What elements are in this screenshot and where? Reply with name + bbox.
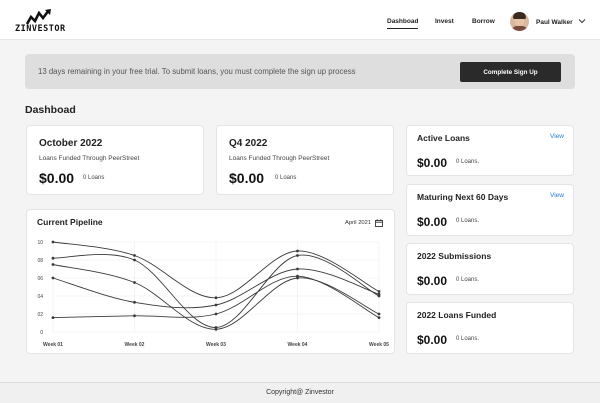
pipeline-line-chart: 0 02 04 06 08 10 Week 01 Week 02 Week 03 Week 04 W… bbox=[37, 240, 389, 348]
summary-card-q4: Q4 2022 Loans Funded Through PeerStreet … bbox=[216, 125, 394, 195]
data-point bbox=[296, 254, 299, 257]
pipeline-card: Current Pipeline April 2021 0 02 04 06 08 10 W… bbox=[26, 209, 395, 354]
trial-message: 13 days remaining in your free trial. To… bbox=[38, 67, 356, 76]
data-point bbox=[377, 312, 381, 316]
user-name[interactable]: Paul Walker bbox=[536, 19, 573, 26]
side-card-loan-count: 0 Loans. bbox=[456, 218, 480, 224]
data-point bbox=[51, 276, 55, 280]
card-loan-count: 0 Loans bbox=[83, 175, 105, 181]
y-tick-label: 02 bbox=[37, 312, 43, 318]
y-tick-label: 04 bbox=[37, 294, 43, 300]
y-tick-label: 06 bbox=[37, 276, 43, 282]
side-card-title: 2022 Loans Funded bbox=[417, 310, 497, 320]
side-card-title: Maturing Next 60 Days bbox=[417, 192, 509, 202]
footer: Copyright@ Zinvestor bbox=[0, 382, 600, 403]
data-point bbox=[214, 303, 218, 307]
side-card-loans-funded: 2022 Loans Funded $0.00 0 Loans. bbox=[406, 302, 574, 354]
x-tick-label: Week 01 bbox=[43, 342, 63, 348]
side-card-maturing: Maturing Next 60 Days View $0.00 0 Loans… bbox=[406, 184, 574, 236]
side-card-loan-count: 0 Loans. bbox=[456, 336, 480, 342]
side-card-active-loans: Active Loans View $0.00 0 Loans. bbox=[406, 125, 574, 176]
data-point bbox=[133, 254, 136, 257]
data-point bbox=[214, 296, 218, 300]
card-subtitle: Loans Funded Through PeerStreet bbox=[39, 155, 140, 162]
side-card-loan-count: 0 Loans. bbox=[456, 159, 480, 165]
x-tick-label: Week 03 bbox=[206, 342, 226, 348]
card-loan-count: 0 Loans bbox=[275, 175, 297, 181]
view-active-loans-link[interactable]: View bbox=[550, 133, 564, 140]
summary-card-october: October 2022 Loans Funded Through PeerSt… bbox=[26, 125, 204, 195]
data-point bbox=[214, 312, 218, 316]
data-point bbox=[51, 240, 55, 244]
side-card-amount: $0.00 bbox=[417, 333, 448, 347]
data-point bbox=[133, 281, 136, 284]
complete-sign-up-button[interactable]: Complete Sign Up bbox=[460, 62, 561, 82]
side-card-title: 2022 Submissions bbox=[417, 251, 492, 261]
side-card-title: Active Loans bbox=[417, 133, 470, 143]
view-maturing-link[interactable]: View bbox=[550, 192, 564, 199]
data-point bbox=[377, 316, 381, 319]
x-tick-label: Week 05 bbox=[369, 342, 389, 348]
card-amount: $0.00 bbox=[39, 170, 75, 186]
pipeline-date-picker[interactable]: April 2021 bbox=[345, 220, 372, 226]
data-point bbox=[296, 249, 299, 253]
side-card-submissions: 2022 Submissions $0.00 0 Loans. bbox=[406, 243, 574, 295]
card-title: October 2022 bbox=[39, 138, 103, 149]
data-point bbox=[296, 274, 299, 278]
logo-text: ZINVESTOR bbox=[15, 24, 66, 34]
nav-dashboard[interactable]: Dashboad bbox=[387, 18, 419, 29]
card-title: Q4 2022 bbox=[229, 138, 268, 149]
copyright-text: Copyright@ Zinvestor bbox=[266, 389, 334, 396]
side-card-amount: $0.00 bbox=[417, 274, 448, 288]
pipeline-title: Current Pipeline bbox=[37, 217, 103, 227]
data-point bbox=[214, 327, 218, 331]
y-tick-label: 08 bbox=[37, 258, 43, 264]
data-point bbox=[377, 292, 381, 296]
card-amount: $0.00 bbox=[229, 170, 265, 186]
zinvestor-logo[interactable]: ZINVESTOR bbox=[15, 9, 66, 35]
page-title: Dashboad bbox=[25, 104, 76, 116]
data-point bbox=[133, 258, 136, 262]
nav-borrow[interactable]: Borrow bbox=[472, 18, 495, 25]
data-point bbox=[51, 256, 55, 260]
data-point bbox=[133, 300, 136, 304]
data-point bbox=[133, 314, 136, 318]
chevron-down-icon[interactable] bbox=[578, 17, 586, 25]
nav-invest[interactable]: Invest bbox=[435, 18, 454, 25]
data-point bbox=[377, 290, 381, 293]
side-card-amount: $0.00 bbox=[417, 215, 448, 229]
logo-chart-icon bbox=[25, 9, 51, 25]
side-card-amount: $0.00 bbox=[417, 156, 448, 170]
x-tick-label: Week 02 bbox=[125, 342, 145, 348]
data-point bbox=[51, 263, 55, 266]
side-card-loan-count: 0 Loans. bbox=[456, 277, 480, 283]
trial-banner: 13 days remaining in your free trial. To… bbox=[25, 54, 575, 89]
x-tick-label: Week 04 bbox=[288, 342, 308, 348]
card-subtitle: Loans Funded Through PeerStreet bbox=[229, 155, 330, 162]
avatar[interactable] bbox=[510, 12, 529, 31]
y-tick-label: 10 bbox=[37, 240, 43, 246]
y-tick-label: 0 bbox=[40, 330, 43, 336]
calendar-icon[interactable] bbox=[375, 219, 383, 227]
data-point bbox=[296, 267, 299, 271]
top-navigation-bar: ZINVESTOR Dashboad Invest Borrow Paul Wa… bbox=[0, 0, 600, 40]
data-point bbox=[51, 316, 55, 319]
